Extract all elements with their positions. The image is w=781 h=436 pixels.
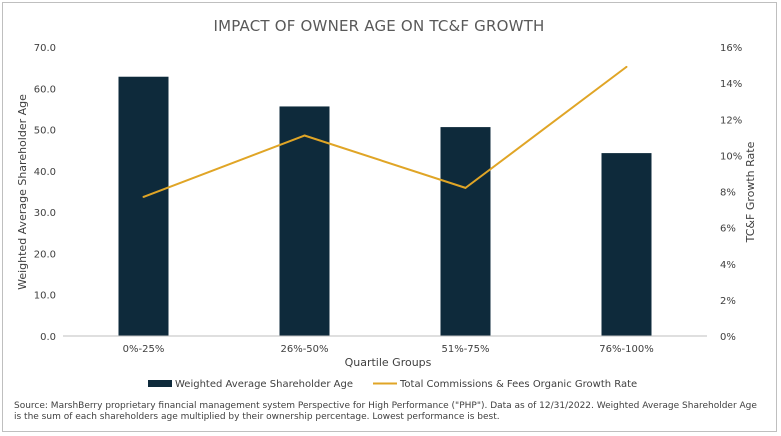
source-note: Source: MarshBerry proprietary financial… (14, 401, 757, 422)
y-tick-label: 60.0 (34, 84, 56, 95)
y-axis-title: Weighted Average Shareholder Age (16, 94, 29, 290)
legend-swatch-age (148, 380, 172, 387)
chart: IMPACT OF OWNER AGE ON TC&F GROWTH 0.0 10… (16, 17, 757, 390)
y2-tick-label: 14% (720, 79, 742, 90)
y2-tick-label: 12% (720, 115, 742, 126)
x-axis-title: Quartile Groups (345, 356, 432, 369)
bar (279, 106, 330, 336)
x-tick-label: 0%-25% (123, 344, 165, 355)
y-tick-label: 0.0 (40, 332, 56, 343)
y2-tick-label: 4% (720, 260, 736, 271)
y-tick-label: 70.0 (34, 43, 56, 54)
series-line (143, 66, 628, 198)
y-tick-label: 10.0 (34, 291, 56, 302)
legend: Weighted Average Shareholder Age Total C… (148, 379, 637, 390)
y2-tick-label: 16% (720, 43, 742, 54)
y2-tick-label: 0% (720, 332, 736, 343)
legend-label-growth: Total Commissions & Fees Organic Growth … (399, 379, 637, 390)
y-tick-label: 20.0 (34, 249, 56, 260)
y2-tick-label: 2% (720, 296, 736, 307)
y-tick-label: 50.0 (34, 126, 56, 137)
y2-axis-title: TC&F Growth Rate (744, 141, 757, 243)
bar (440, 127, 491, 336)
y2-tick-label: 6% (720, 224, 736, 235)
y2-tick-label: 8% (720, 188, 736, 199)
y-tick-label: 30.0 (34, 208, 56, 219)
y2-tick-label: 10% (720, 151, 742, 162)
x-tick-label: 26%-50% (280, 344, 328, 355)
x-tick-label: 51%-75% (441, 344, 489, 355)
line-point (625, 65, 628, 68)
line-point (142, 195, 145, 198)
legend-label-age: Weighted Average Shareholder Age (175, 379, 353, 390)
y-tick-label: 40.0 (34, 167, 56, 178)
line-point (464, 186, 467, 189)
line-point (303, 134, 306, 137)
bar (118, 76, 169, 337)
chart-title: IMPACT OF OWNER AGE ON TC&F GROWTH (213, 17, 544, 35)
x-tick-label: 76%-100% (599, 344, 653, 355)
bar (601, 153, 652, 336)
